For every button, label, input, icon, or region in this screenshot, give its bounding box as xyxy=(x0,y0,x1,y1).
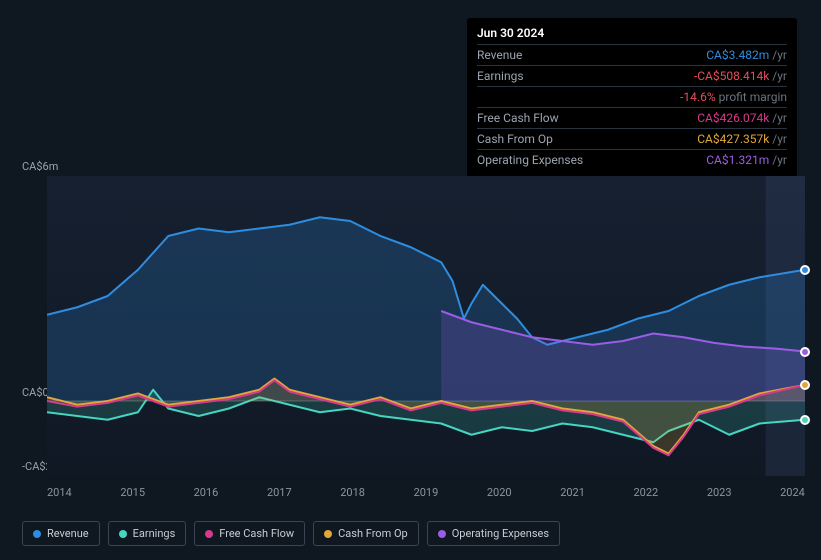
tooltip-metric-label: Free Cash Flow xyxy=(477,111,559,125)
legend-color-dot xyxy=(119,530,127,538)
x-axis-tick: 2024 xyxy=(780,486,805,499)
data-tooltip: Jun 30 2024 Revenue CA$3.482m/yrEarnings… xyxy=(467,18,797,178)
legend-color-dot xyxy=(438,530,446,538)
y-axis-label: CA$0 xyxy=(22,386,49,399)
series-end-marker xyxy=(800,265,810,275)
legend-item[interactable]: Free Cash Flow xyxy=(194,521,305,546)
tooltip-metric-value: CA$1.321m/yr xyxy=(706,153,787,167)
legend-label: Cash From Op xyxy=(338,527,408,540)
x-axis-tick: 2017 xyxy=(267,486,292,499)
series-end-marker xyxy=(800,347,810,357)
tooltip-metric-value: CA$3.482m/yr xyxy=(706,48,787,62)
tooltip-metric-value: CA$426.074k/yr xyxy=(697,111,787,125)
legend-label: Revenue xyxy=(47,527,89,540)
chart-legend: Revenue Earnings Free Cash Flow Cash From O… xyxy=(22,521,560,546)
tooltip-row: Earnings -CA$508.414k/yr xyxy=(477,65,787,86)
x-axis-tick: 2021 xyxy=(560,486,585,499)
x-axis-tick: 2016 xyxy=(194,486,219,499)
x-axis-tick: 2020 xyxy=(487,486,512,499)
tooltip-row: Free Cash Flow CA$426.074k/yr xyxy=(477,107,787,128)
tooltip-metric-value: -14.6%profit margin xyxy=(680,90,787,104)
legend-item[interactable]: Earnings xyxy=(108,521,187,546)
x-axis-tick: 2023 xyxy=(707,486,732,499)
tooltip-row: -14.6%profit margin xyxy=(477,86,787,107)
tooltip-row: Cash From Op CA$427.357k/yr xyxy=(477,128,787,149)
x-axis-tick: 2018 xyxy=(340,486,365,499)
legend-label: Free Cash Flow xyxy=(219,527,294,540)
x-axis: 2014 2015 2016 2017 2018 2019 2020 2021 2022 2023… xyxy=(47,486,805,499)
legend-item[interactable]: Operating Expenses xyxy=(427,521,560,546)
tooltip-metric-value: -CA$508.414k/yr xyxy=(694,69,787,83)
legend-color-dot xyxy=(33,530,41,538)
legend-label: Earnings xyxy=(133,527,176,540)
legend-item[interactable]: Revenue xyxy=(22,521,100,546)
x-axis-tick: 2014 xyxy=(47,486,72,499)
series-end-marker xyxy=(800,380,810,390)
legend-item[interactable]: Cash From Op xyxy=(313,521,419,546)
chart-plot-area[interactable] xyxy=(47,176,805,476)
tooltip-rows: Revenue CA$3.482m/yrEarnings -CA$508.414… xyxy=(477,44,787,170)
tooltip-metric-value: CA$427.357k/yr xyxy=(697,132,787,146)
x-axis-tick: 2015 xyxy=(120,486,145,499)
tooltip-metric-label: Cash From Op xyxy=(477,132,553,146)
tooltip-metric-label: Earnings xyxy=(477,69,524,83)
series-end-marker xyxy=(800,415,810,425)
legend-color-dot xyxy=(324,530,332,538)
tooltip-metric-label: Operating Expenses xyxy=(477,153,583,167)
legend-label: Operating Expenses xyxy=(452,527,549,540)
x-axis-tick: 2022 xyxy=(634,486,659,499)
legend-color-dot xyxy=(205,530,213,538)
tooltip-row: Revenue CA$3.482m/yr xyxy=(477,44,787,65)
tooltip-row: Operating Expenses CA$1.321m/yr xyxy=(477,149,787,170)
tooltip-metric-label: Revenue xyxy=(477,48,522,62)
tooltip-date: Jun 30 2024 xyxy=(477,26,787,40)
x-axis-tick: 2019 xyxy=(414,486,439,499)
y-axis-label: CA$6m xyxy=(22,160,58,173)
